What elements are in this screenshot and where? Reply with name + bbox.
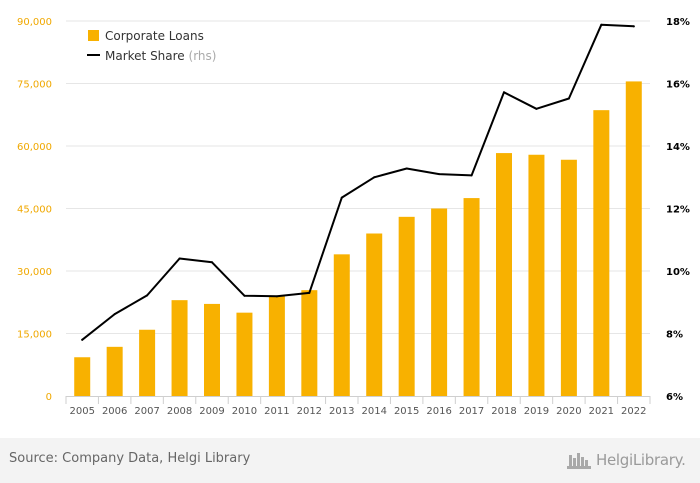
- y2-tick-label: 6%: [666, 392, 683, 403]
- bar-2007: [139, 329, 156, 396]
- market-share-point-2015: [405, 167, 408, 170]
- market-share-point-2013: [340, 196, 343, 199]
- y2-tick-label: 16%: [666, 80, 690, 91]
- bar-2009: [204, 303, 220, 396]
- market-share-point-2010: [243, 294, 246, 297]
- x-tick-label: 2006: [102, 406, 127, 417]
- bar-2012: [301, 290, 318, 396]
- market-share-point-2022: [632, 25, 635, 28]
- library-icon: [567, 453, 591, 469]
- y-tick-label: 30,000: [17, 267, 52, 278]
- chart: 0 15,000 30,000 45,000 60,000 75,000 90,000 6% 8…: [17, 17, 690, 417]
- bar-2008: [171, 300, 188, 396]
- y-tick-label: 60,000: [17, 142, 52, 153]
- x-tick-label: 2011: [264, 406, 289, 417]
- legend-label: Market Share (rhs): [105, 49, 216, 63]
- bar-2020: [560, 159, 577, 396]
- x-tick-label: 2019: [524, 406, 549, 417]
- market-share-point-2006: [113, 313, 116, 316]
- bar-2021: [593, 110, 610, 397]
- market-share-point-2016: [438, 173, 441, 176]
- bar-2016: [431, 208, 448, 396]
- market-share-point-2008: [178, 257, 181, 260]
- source-note: Source: Company Data, Helgi Library: [9, 451, 251, 466]
- market-share-point-2021: [600, 23, 603, 26]
- x-tick-label: 2017: [459, 406, 484, 417]
- bar-2005: [74, 357, 91, 396]
- x-tick-label: 2016: [426, 406, 451, 417]
- legend-label-suffix: (rhs): [189, 49, 217, 63]
- bar-2022: [625, 81, 642, 397]
- bar-2013: [333, 254, 350, 396]
- x-tick-label: 2009: [199, 406, 224, 417]
- bar-2014: [366, 233, 383, 396]
- bar-2017: [463, 198, 480, 396]
- x-tick-label: 2012: [297, 406, 322, 417]
- market-share-point-2014: [373, 176, 376, 179]
- market-share-point-2005: [81, 338, 84, 341]
- bar-2015: [398, 216, 415, 396]
- bar-2006: [106, 346, 123, 396]
- x-tick-label: 2020: [556, 406, 581, 417]
- y2-tick-label: 18%: [666, 17, 690, 28]
- market-share-point-2019: [535, 107, 538, 110]
- bar-2011: [268, 296, 285, 396]
- market-share-point-2017: [470, 174, 473, 177]
- y2-tick-label: 8%: [666, 330, 683, 341]
- y2-tick-label: 12%: [666, 205, 690, 216]
- y2-tick-label: 14%: [666, 142, 690, 153]
- market-share-point-2020: [567, 97, 570, 100]
- y-tick-label: 15,000: [17, 330, 52, 341]
- market-share-point-2012: [308, 291, 311, 294]
- brand-name: HelgiLibrary.: [596, 451, 686, 469]
- x-tick-label: 2007: [134, 406, 159, 417]
- bar-2019: [528, 154, 545, 396]
- y-tick-label: 0: [46, 392, 52, 403]
- x-tick-label: 2008: [167, 406, 192, 417]
- x-tick-label: 2013: [329, 406, 354, 417]
- brand-logo: HelgiLibrary.: [567, 449, 686, 471]
- y2-tick-label: 10%: [666, 267, 690, 278]
- x-tick-label: 2014: [361, 406, 386, 417]
- y-tick-label: 75,000: [17, 80, 52, 91]
- x-tick-label: 2018: [491, 406, 516, 417]
- legend-label: Corporate Loans: [105, 29, 204, 43]
- y-tick-label: 90,000: [17, 17, 52, 28]
- bar-2010: [236, 312, 253, 396]
- legend-swatch-bar: [88, 30, 99, 41]
- market-share-point-2009: [211, 261, 213, 264]
- y-tick-label: 45,000: [17, 205, 52, 216]
- market-share-line: [81, 23, 635, 341]
- x-tick-label: 2021: [589, 406, 614, 417]
- x-tick-label: 2005: [69, 406, 94, 417]
- market-share-point-2011: [275, 295, 278, 298]
- market-share-point-2018: [503, 91, 505, 94]
- bar-2018: [496, 153, 512, 396]
- market-share-point-2007: [146, 294, 149, 297]
- x-tick-label: 2022: [621, 406, 646, 417]
- x-tick-label: 2015: [394, 406, 419, 417]
- x-tick-label: 2010: [232, 406, 257, 417]
